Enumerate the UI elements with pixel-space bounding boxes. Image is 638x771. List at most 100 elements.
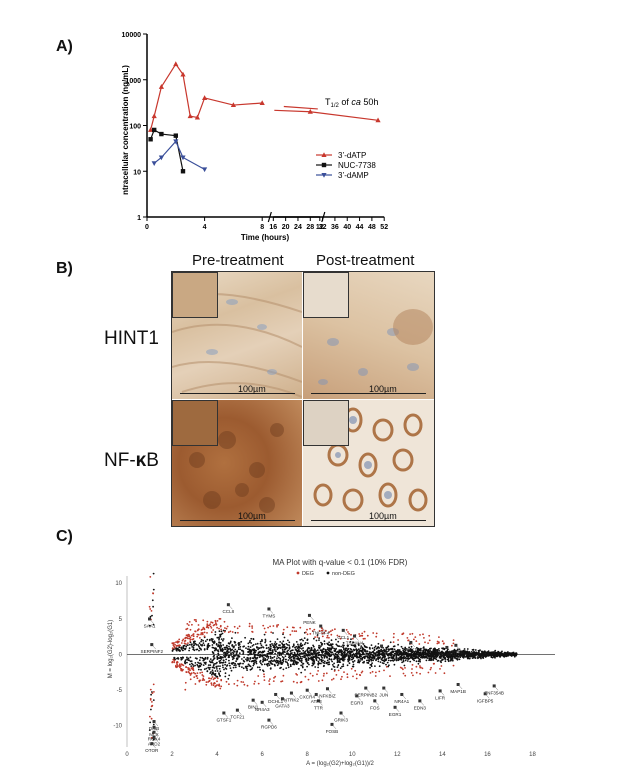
ma-point xyxy=(413,659,415,662)
ma-point xyxy=(349,640,352,643)
ma-point xyxy=(215,665,218,668)
ma-point xyxy=(349,652,352,655)
ma-point xyxy=(187,635,189,638)
ma-point xyxy=(446,649,449,652)
ma-point xyxy=(314,654,317,657)
ma-point xyxy=(333,662,335,665)
ma-point xyxy=(267,626,269,629)
ma-point xyxy=(346,651,349,654)
ma-point xyxy=(301,644,304,647)
ma-point xyxy=(264,641,266,644)
ma-point xyxy=(382,639,385,642)
ma-point xyxy=(427,649,430,651)
ma-point xyxy=(211,669,214,672)
ma-gene-leader xyxy=(318,700,323,706)
ma-point xyxy=(367,662,370,664)
ma-gene-leader xyxy=(494,685,499,691)
ihc-nfkb-pre: 100µm xyxy=(172,400,302,526)
ma-point xyxy=(419,665,421,667)
ma-point xyxy=(321,629,324,631)
ma-point xyxy=(202,659,205,662)
ma-point xyxy=(439,668,441,670)
ma-point xyxy=(277,624,280,626)
ma-point xyxy=(331,646,333,649)
pk-x-tick-label: 16 xyxy=(269,224,277,231)
ma-point xyxy=(404,674,407,677)
ma-point xyxy=(304,652,306,654)
ihc-col-post: Post-treatment xyxy=(316,252,415,269)
ma-point xyxy=(279,660,282,663)
ma-gene-marker xyxy=(289,691,293,695)
ma-point xyxy=(181,639,184,642)
ma-point xyxy=(429,668,432,671)
ma-point xyxy=(151,599,154,602)
ma-gene-marker xyxy=(393,705,397,709)
ma-point xyxy=(231,655,234,658)
ma-point xyxy=(323,664,325,667)
ma-legend-dot xyxy=(326,571,330,575)
ma-point xyxy=(238,644,240,647)
ma-point xyxy=(306,654,309,657)
ma-point xyxy=(271,650,274,652)
ma-point xyxy=(366,650,369,653)
ma-point xyxy=(205,683,208,686)
ma-point xyxy=(273,646,276,648)
ma-point xyxy=(211,673,213,676)
ma-gene-label: EGR3 xyxy=(351,694,363,705)
ma-point xyxy=(211,639,213,642)
ma-gene-text: NFKBIZ xyxy=(319,693,336,698)
ma-point xyxy=(436,652,438,654)
ma-gene-leader xyxy=(153,737,159,742)
ma-point xyxy=(385,665,388,668)
ma-gene-text: FOSB xyxy=(326,729,339,734)
ma-point xyxy=(324,629,327,632)
ma-point xyxy=(216,636,219,639)
ma-point xyxy=(380,648,383,651)
ma-point xyxy=(197,668,200,671)
ma-point xyxy=(279,644,281,646)
ma-point xyxy=(358,633,361,635)
ma-point xyxy=(203,648,206,651)
ma-point xyxy=(239,648,242,651)
ma-point xyxy=(196,672,199,674)
ma-point xyxy=(223,668,225,671)
ma-gene-label: SERPINF2 xyxy=(141,643,163,654)
ma-point xyxy=(302,652,305,654)
ma-point xyxy=(350,638,352,641)
ma-point xyxy=(207,681,210,683)
ma-point xyxy=(495,652,498,655)
ma-point xyxy=(348,632,350,635)
ma-point xyxy=(186,637,189,640)
ma-point xyxy=(370,653,372,655)
ma-point xyxy=(492,653,495,656)
ma-point xyxy=(361,670,364,673)
ma-point xyxy=(393,632,395,635)
ma-point xyxy=(209,666,211,669)
ma-point xyxy=(297,643,299,646)
ma-point xyxy=(404,667,406,669)
ma-point xyxy=(212,684,215,687)
ma-point xyxy=(203,679,206,681)
ma-gene-text: MAP1B xyxy=(450,689,466,694)
ma-point xyxy=(343,654,346,656)
ma-point xyxy=(250,637,253,640)
ma-point xyxy=(222,644,225,646)
ma-point xyxy=(248,641,251,644)
ma-point xyxy=(300,638,303,641)
ma-point xyxy=(300,648,303,650)
ma-point xyxy=(294,646,296,649)
ma-point xyxy=(256,654,259,656)
pk-x-tick-label: 48 xyxy=(368,224,376,231)
ma-point xyxy=(388,664,390,667)
ma-point xyxy=(216,677,219,680)
ma-point xyxy=(188,621,191,623)
ma-point xyxy=(347,638,349,640)
ma-y-tick-label: 0 xyxy=(119,652,123,658)
ma-point xyxy=(297,657,300,659)
ma-point xyxy=(342,665,345,667)
ma-point xyxy=(192,638,195,640)
ma-point xyxy=(362,637,365,640)
ma-point xyxy=(247,651,250,654)
ma-gene-leader xyxy=(331,724,337,730)
